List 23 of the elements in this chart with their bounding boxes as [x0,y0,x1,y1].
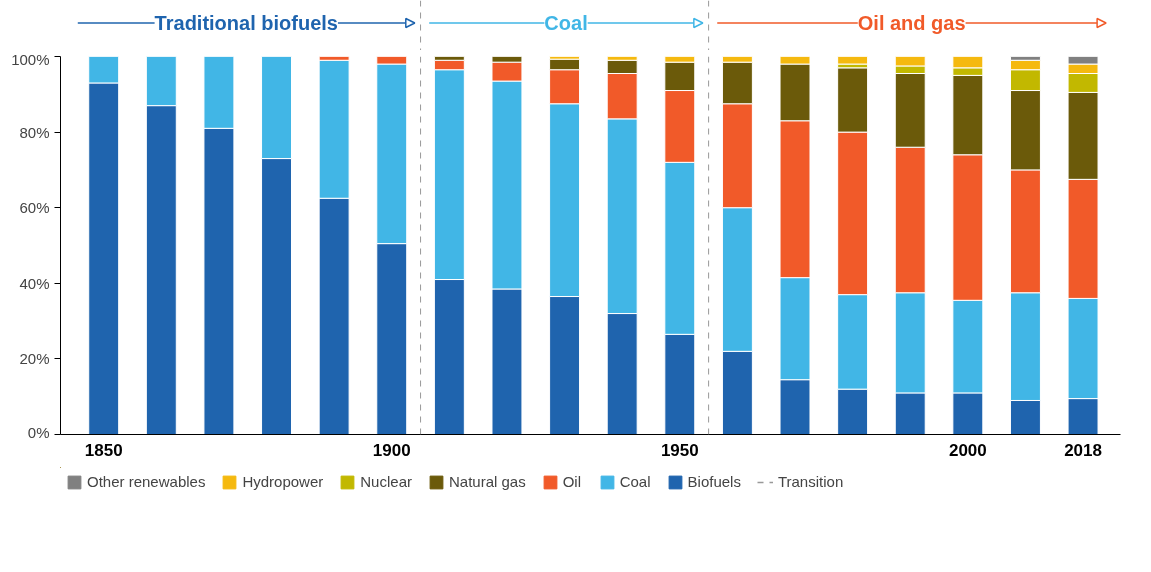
text: Traditional biofuels [154,12,338,34]
legend-label: Hydropower [242,473,324,490]
y-tick-label: 100% [11,50,50,68]
x-tick-label: 2018 [1064,440,1102,460]
legend-label: Natural gas [448,473,526,490]
legend-label: Coal [619,473,651,490]
x-tick-label: 1950 [660,440,699,460]
y-tick-label: 60% [19,199,50,217]
y-tick-label: 80% [19,123,50,141]
legend-label: Other renewables [87,473,206,490]
x-tick-label: 2000 [948,440,987,460]
legend-label: Biofuels [687,473,741,490]
legend-label: Nuclear [360,473,412,490]
y-tick-label: 40% [19,274,50,292]
legend-label: Oil [562,473,583,490]
bar [837,56,869,65]
text: Transition [777,473,844,490]
x-tick-label: 1900 [372,440,411,460]
y-tick-label: 0% [27,423,50,441]
text: Coal [544,12,588,34]
y-tick-label: 20% [19,350,50,368]
x-tick-label: 1850 [84,440,123,460]
text: Oil and gas [857,12,966,34]
